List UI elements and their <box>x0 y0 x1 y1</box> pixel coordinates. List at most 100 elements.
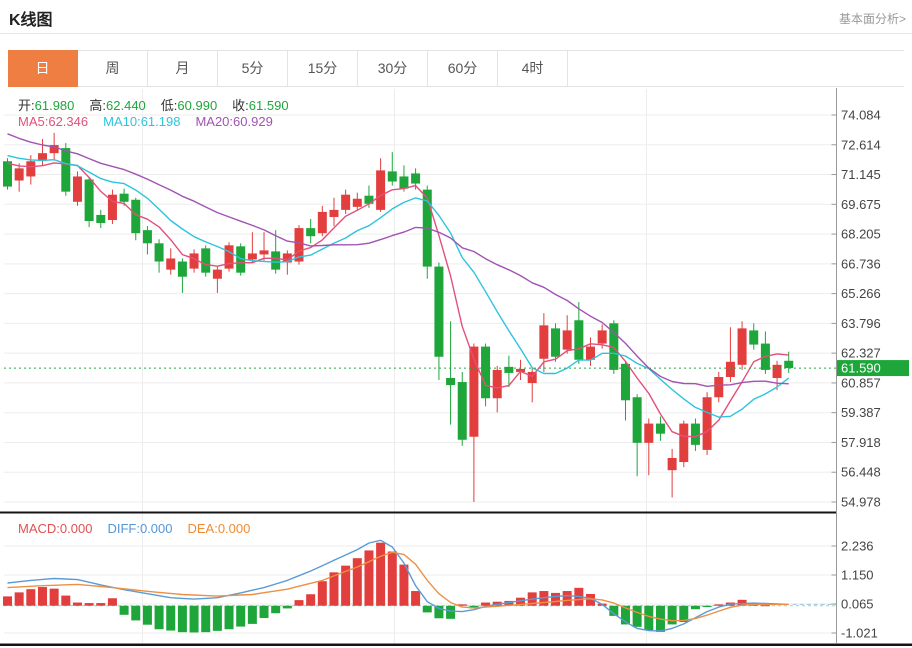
dea-line <box>7 551 789 622</box>
macd-bar <box>259 605 269 619</box>
candle-body <box>551 328 561 357</box>
macd-bar <box>119 605 129 615</box>
page-title: K线图 <box>9 12 53 29</box>
y-axis-label: 60.857 <box>841 375 881 390</box>
tab-30min[interactable]: 30分 <box>358 51 428 86</box>
candle-body <box>597 330 607 344</box>
legend-item: 收:61.590 <box>232 98 288 113</box>
y-axis-label: 68.205 <box>841 227 881 242</box>
candle-body <box>119 193 129 202</box>
macd-bar <box>562 591 572 606</box>
legend-item: MA10:61.198 <box>103 114 180 129</box>
macd-bar <box>364 550 374 606</box>
legend-item: MACD:0.000 <box>18 521 92 536</box>
legend-item: 低:60.990 <box>161 98 217 113</box>
current-price-badge-label: 61.590 <box>841 361 881 376</box>
legend-label: 低: <box>160 98 178 113</box>
candle-body <box>364 195 374 204</box>
candle-body <box>527 371 537 384</box>
candle-body <box>189 253 199 269</box>
ma5-line <box>7 162 789 438</box>
y-axis-label: 59.387 <box>841 405 881 420</box>
fundamental-analysis-link[interactable]: 基本面分析> <box>838 12 906 26</box>
macd-bar <box>271 605 281 614</box>
ma10-line <box>7 154 790 418</box>
tab-15min[interactable]: 15分 <box>288 51 358 86</box>
legend-label: MACD: <box>18 521 60 536</box>
legend-item: 开:61.980 <box>18 98 74 113</box>
legend-label: 开: <box>18 98 35 113</box>
legend-value: 0.000 <box>59 521 93 536</box>
y-axis-label: 62.327 <box>841 346 881 361</box>
macd-bar <box>516 597 526 606</box>
macd-bar <box>586 593 595 606</box>
candle-body <box>142 230 152 244</box>
candle-body <box>247 253 257 260</box>
macd-bar <box>72 602 82 606</box>
y-axis-label: 74.084 <box>841 108 881 123</box>
candle-body <box>586 346 595 360</box>
tab-5min[interactable]: 5分 <box>218 51 288 86</box>
current-price-badge <box>837 360 909 377</box>
candle-body <box>609 323 619 370</box>
legend-value: 62.346 <box>48 114 89 129</box>
candle-body <box>317 211 327 234</box>
diff-line <box>7 539 789 632</box>
legend-label: 收: <box>232 98 249 113</box>
candle-body <box>282 253 292 263</box>
tab-day[interactable]: 日 <box>8 50 78 87</box>
legend-label: MA20: <box>195 114 234 129</box>
candle-body <box>177 261 187 277</box>
macd-bar <box>632 605 642 627</box>
candle-body <box>387 171 397 182</box>
macd-bar <box>411 591 421 606</box>
legend-label: DEA: <box>187 521 218 536</box>
macd-bar <box>551 592 561 606</box>
macd-bar <box>247 605 257 624</box>
tab-4hour[interactable]: 4时 <box>498 51 568 86</box>
macd-y-axis-label: 2.236 <box>841 539 874 554</box>
tab-week[interactable]: 周 <box>78 51 148 86</box>
candle-body <box>632 397 642 443</box>
macd-bar <box>609 605 619 616</box>
macd-bar <box>294 600 304 606</box>
macd-bar <box>177 605 187 633</box>
macd-y-axis-label: 1.150 <box>841 568 874 583</box>
candle-body <box>131 199 141 234</box>
macd-bar <box>224 605 234 630</box>
candle-body <box>399 176 409 189</box>
candle-body <box>352 198 362 207</box>
ma20-line <box>7 133 789 387</box>
candle-body <box>690 423 700 445</box>
macd-bar <box>760 605 770 607</box>
macd-bar <box>306 594 316 606</box>
candle-body <box>14 168 24 181</box>
legend-item: MA5:62.346 <box>18 114 88 129</box>
tab-60min[interactable]: 60分 <box>428 51 498 86</box>
macd-bar <box>3 596 12 606</box>
macd-bar <box>49 588 59 606</box>
legend-item: 高:62.440 <box>89 98 145 113</box>
macd-bar <box>446 605 456 619</box>
legend-value: 61.198 <box>140 114 181 129</box>
macd-bar <box>679 605 689 623</box>
candle-body <box>655 423 665 434</box>
bottom-border <box>0 643 912 646</box>
macd-bar <box>644 605 654 631</box>
macd-bar <box>341 565 351 606</box>
candle-body <box>154 243 164 262</box>
legend-label: 高: <box>89 98 107 113</box>
candle-body <box>376 170 386 210</box>
macd-bar <box>14 592 24 606</box>
macd-bar <box>61 595 71 606</box>
macd-bar <box>154 605 164 630</box>
candle-body <box>784 360 794 369</box>
macd-bar <box>422 605 432 613</box>
candle-body <box>341 194 351 210</box>
candle-body <box>737 328 747 365</box>
candle-body <box>61 148 71 192</box>
tab-month[interactable]: 月 <box>148 51 218 86</box>
y-axis-label: 71.145 <box>841 167 881 182</box>
macd-bar <box>504 600 514 606</box>
macd-y-axis-label: -1.021 <box>841 626 878 641</box>
